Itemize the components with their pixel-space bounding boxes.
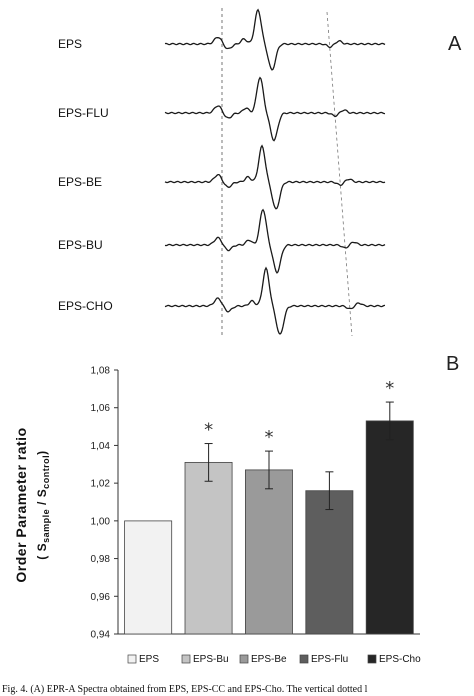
- right-reference-dotted-line: [326, 11, 353, 337]
- legend-entry: EPS-Be: [251, 654, 287, 665]
- legend-swatch: [299, 654, 309, 664]
- ylabel-sub-control: control: [41, 455, 51, 489]
- panel-b-bar-chart: B Order Parameter ratio ( Ssample / Scon…: [13, 353, 459, 665]
- panel-b-letter: B: [446, 353, 459, 375]
- legend-entry: EPS-Flu: [311, 654, 348, 665]
- y-axis-label-ratio: ( Ssample / Scontrol): [35, 450, 51, 559]
- y-tick-label: 0,96: [91, 592, 111, 603]
- legend-entry: EPS-Bu: [193, 654, 229, 665]
- spectrum-label: EPS-FLU: [58, 106, 109, 120]
- bar: [365, 420, 414, 635]
- spectrum-label: EPS-CHO: [58, 299, 113, 313]
- y-tick-label: 1,08: [91, 366, 111, 377]
- y-axis-label: Order Parameter ratio ( Ssample / Scontr…: [13, 427, 51, 582]
- chart-legend: EPS EPS-Bu EPS-Be EPS-Flu EPS-Cho: [127, 654, 421, 665]
- y-tick-label: 0,94: [91, 630, 111, 641]
- panel-a-epr-spectra: A EPS EPS-FLU EPS-BE EPS-BU EPS-CHO: [58, 8, 462, 337]
- figure-caption: Fig. 4. (A) EPR-A Spectra obtained from …: [2, 684, 368, 695]
- bar: [244, 469, 293, 635]
- significance-star: *: [204, 420, 213, 441]
- spectrum-label: EPS-BE: [58, 175, 102, 189]
- spectrum-trace: [164, 266, 386, 335]
- significance-star: *: [265, 427, 274, 448]
- bar-chart-area: 0,94 0,96 0,98 1,00 1,02 1,04 1,06 1,08 * * *: [91, 366, 420, 641]
- legend-swatch: [181, 654, 191, 664]
- legend-swatch: [127, 654, 137, 664]
- y-tick-label: 1,02: [91, 479, 111, 490]
- significance-star: *: [385, 378, 394, 399]
- legend-entry: EPS-Cho: [379, 654, 421, 665]
- spectrum-trace: [164, 208, 386, 274]
- legend-swatch: [367, 654, 377, 664]
- panel-a-letter: A: [448, 33, 462, 55]
- y-tick-label: 1,06: [91, 403, 111, 414]
- spectrum-label: EPS-BU: [58, 238, 103, 252]
- y-tick-label: 1,04: [91, 441, 111, 452]
- y-tick-label: 1,00: [91, 516, 111, 527]
- ylabel-sub-sample: sample: [41, 509, 51, 543]
- spectrum-trace: [164, 8, 386, 71]
- spectrum-trace: [164, 76, 386, 142]
- bar: [305, 490, 354, 635]
- y-tick-label: 0,98: [91, 554, 111, 565]
- legend-entry: EPS: [139, 654, 159, 665]
- spectra-group: EPS EPS-FLU EPS-BE EPS-BU EPS-CHO: [58, 8, 386, 335]
- bar: [124, 520, 173, 635]
- bar: [184, 461, 233, 635]
- spectrum-trace: [164, 144, 386, 210]
- y-axis-label-main: Order Parameter ratio: [13, 427, 29, 582]
- legend-swatch: [239, 654, 249, 664]
- ylabel-mid: / S: [35, 489, 49, 509]
- ylabel-close: ): [35, 450, 49, 455]
- spectrum-label: EPS: [58, 37, 82, 51]
- ylabel-open: ( S: [35, 543, 49, 560]
